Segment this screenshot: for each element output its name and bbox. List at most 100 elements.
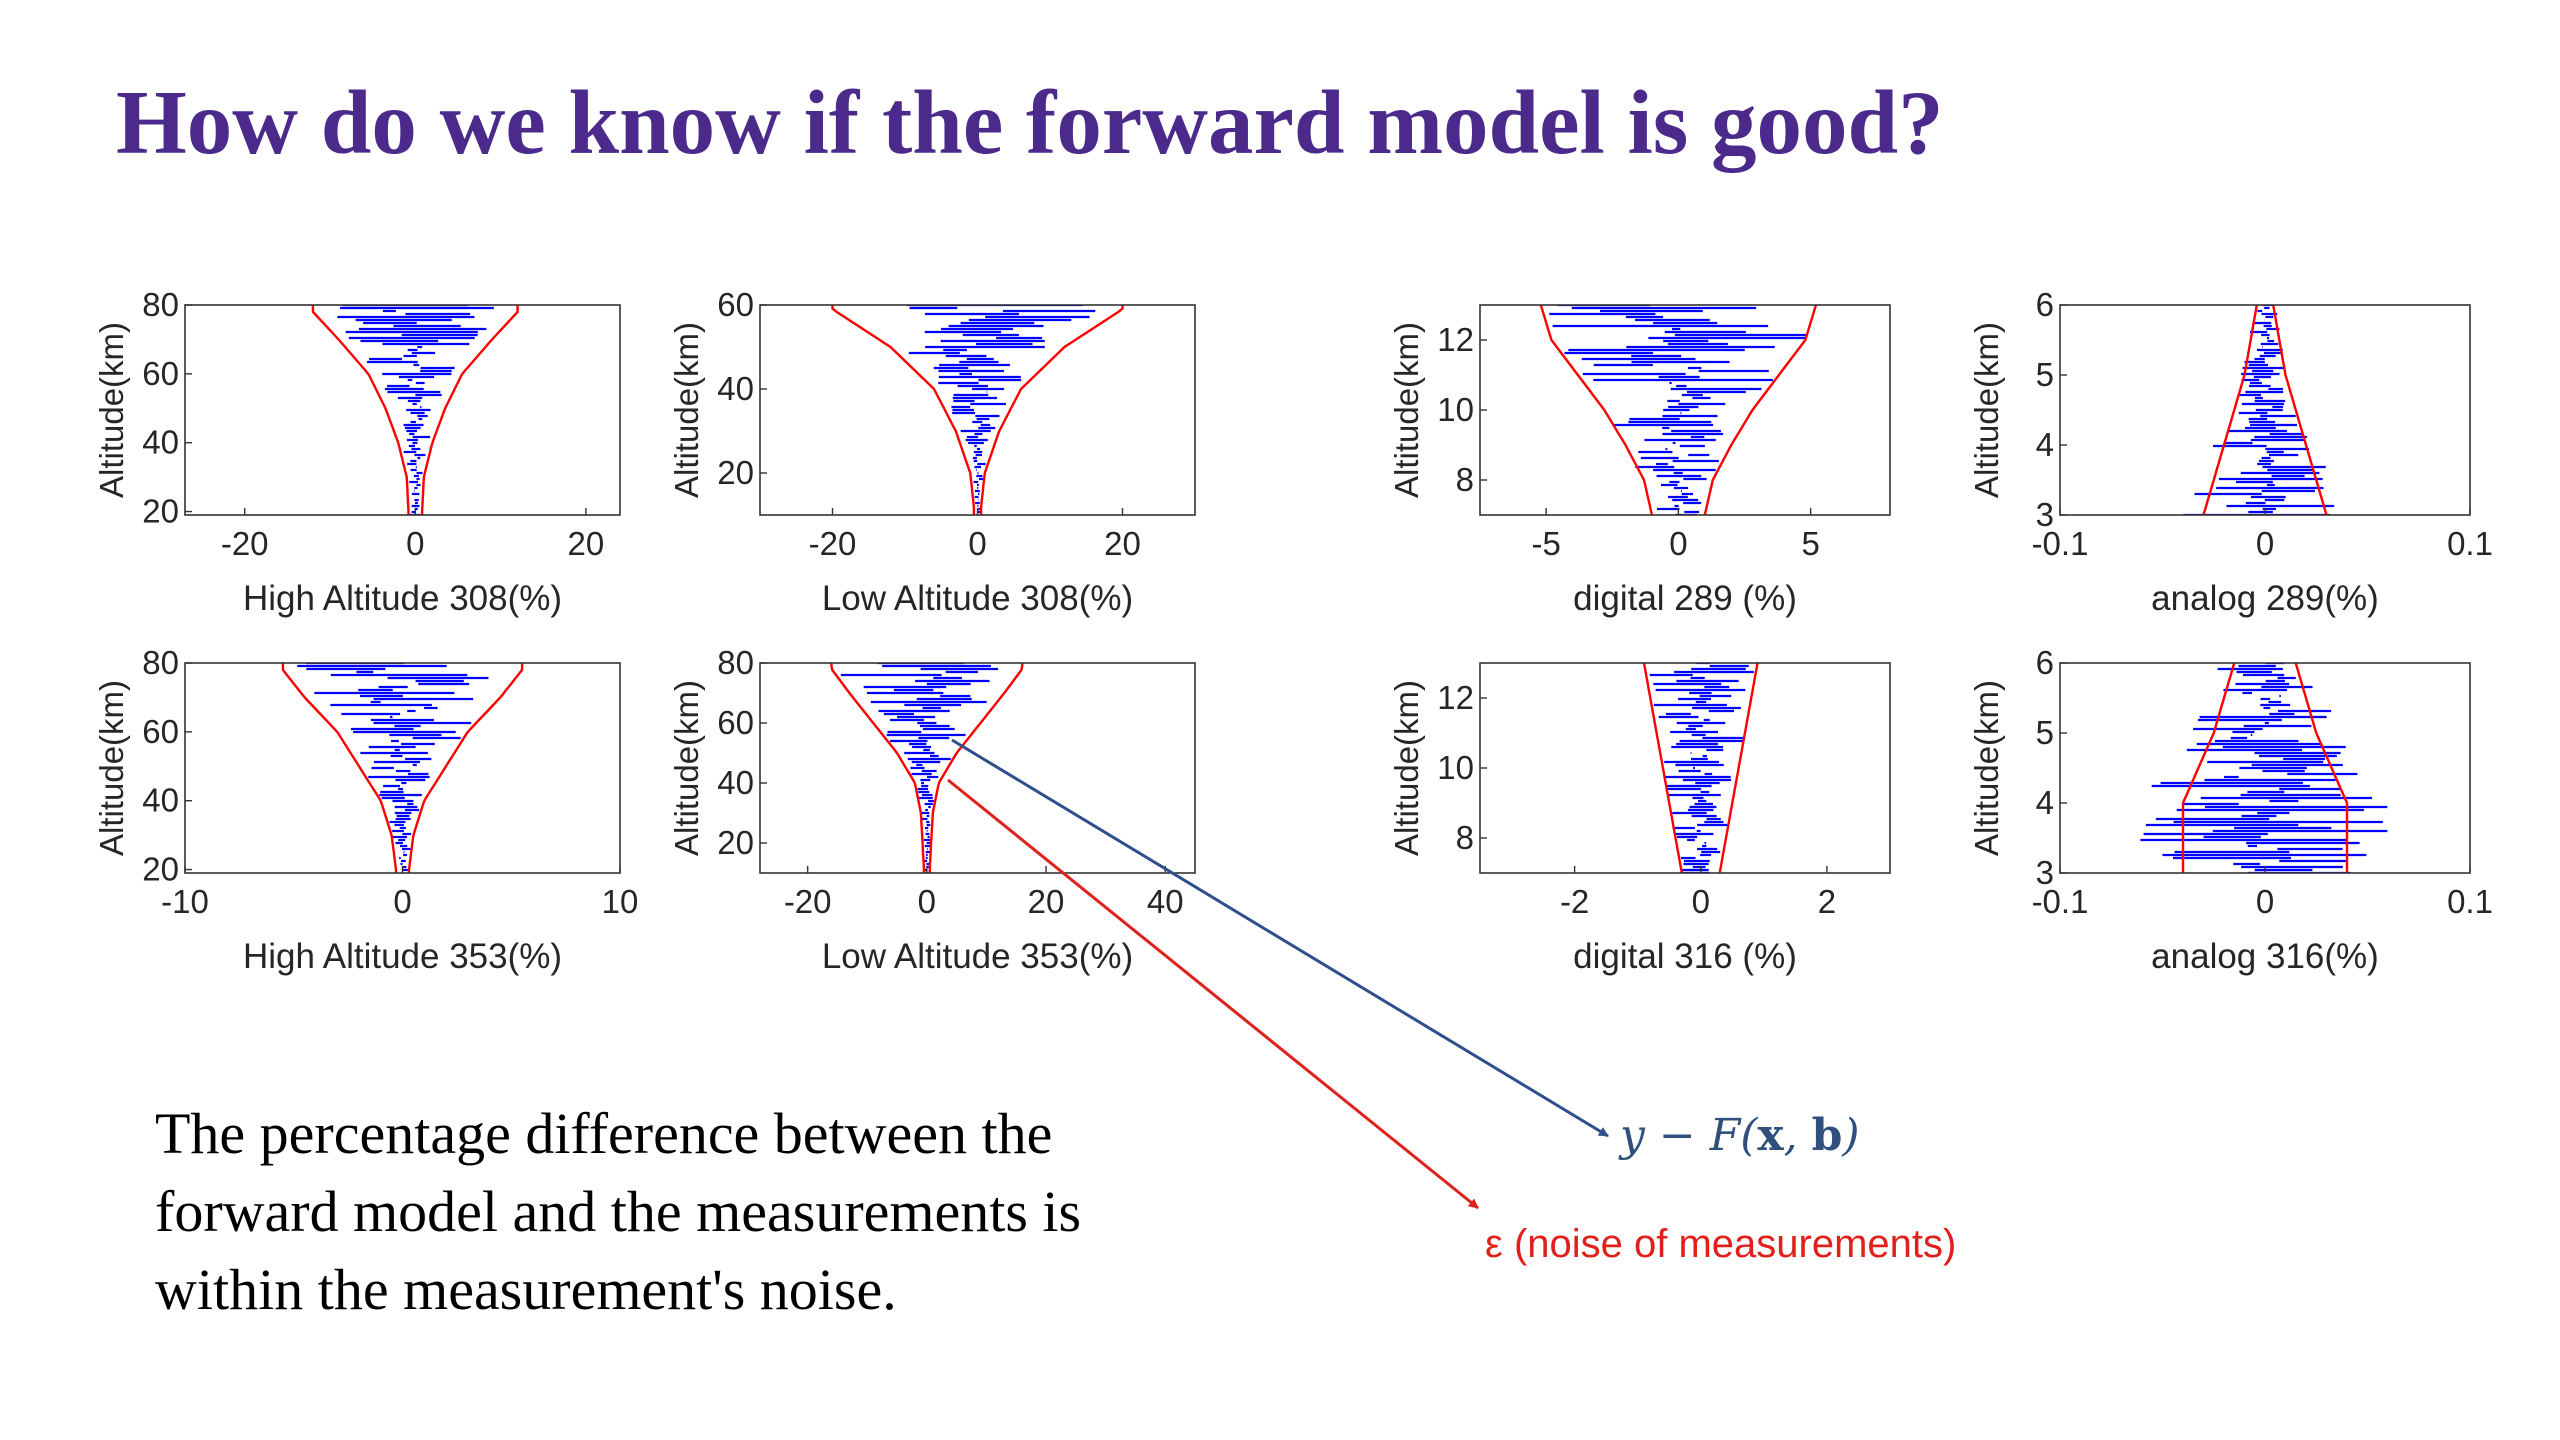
y-tick-label: 12 [1437,321,1474,358]
plot-area [2183,305,2335,515]
x-tick-label: -20 [221,525,269,562]
plot-area [830,663,1024,873]
y-tick-label: 40 [142,782,179,819]
y-tick-label: 10 [1437,391,1474,428]
noise-envelope-minus [831,305,976,515]
x-tick-label: 0 [2256,525,2274,562]
noise-envelope-plus [2272,305,2328,515]
noise-envelope-minus [2181,663,2236,873]
y-tick-label: 6 [2036,644,2054,681]
plot-frame [184,304,621,516]
noise-envelope-plus [1718,663,1759,873]
x-tick-label: 0 [406,525,424,562]
x-tick-label: -0.1 [2032,525,2089,562]
noise-envelope-plus [420,305,519,515]
y-tick-label: 4 [2036,426,2054,463]
x-tick-label: 0.1 [2447,883,2493,920]
x-tick-label: -20 [784,883,832,920]
y-tick-label: 20 [717,824,754,861]
y-tick-label: 6 [2036,286,2054,323]
y-axis-label: Altitude(km) [1968,322,2005,498]
noise-envelope-minus [830,663,926,873]
chart-panel-2: -20 0 20 20 40 60 Low Altitude 308(%) Altitude(… [668,286,1196,618]
y-axis-label: Altitude(km) [668,322,705,498]
noise-envelope-minus [281,663,398,873]
noise-envelope-plus [407,663,524,873]
y-axis-label: Altitude(km) [1388,322,1425,498]
x-tick-label: 0.1 [2447,525,2493,562]
x-tick-label: 0 [393,883,411,920]
x-tick-label: 2 [1818,883,1836,920]
noise-label: ε (noise of measurements) [1485,1222,1957,1266]
x-tick-label: 20 [1104,525,1141,562]
y-tick-label: 60 [142,713,179,750]
x-axis-label: digital 289 (%) [1573,579,1797,618]
y-tick-label: 80 [717,644,754,681]
noise-envelope-minus [2202,305,2258,515]
x-tick-label: 20 [1028,883,1065,920]
y-tick-label: 40 [717,764,754,801]
plot-frame [1479,662,1891,874]
y-tick-label: 20 [142,493,179,530]
x-tick-label: -5 [1531,525,1560,562]
chart-panel-8: -0.1 0 0.1 3 4 5 6 analog 316(%) Altitude(km) [1968,644,2493,976]
y-tick-label: 60 [717,704,754,741]
plot-frame [759,304,1196,516]
chart-panel-3: -5 0 5 8 10 12 digital 289 (%) Altitude(km) [1388,304,1891,618]
y-tick-label: 3 [2036,854,2054,891]
x-axis-label: High Altitude 353(%) [243,937,562,976]
x-tick-label: 0 [2256,883,2274,920]
y-tick-label: 40 [142,424,179,461]
y-tick-label: 10 [1437,749,1474,786]
x-tick-label: -0.1 [2032,883,2089,920]
y-tick-label: 5 [2036,714,2054,751]
chart-panel-1: -20 0 20 20 40 60 80 High Altitude 308(%) Altitu… [93,286,621,618]
plot-frame [759,662,1196,874]
formula-label: y − F(x, b) [1620,1110,1860,1161]
y-tick-label: 80 [142,286,179,323]
noise-envelope-minus [311,305,410,515]
x-tick-label: 0 [968,525,986,562]
x-tick-label: 0 [918,883,936,920]
y-tick-label: 12 [1437,679,1474,716]
y-tick-label: 20 [717,454,754,491]
chart-panel-5: -10 0 10 20 40 60 80 High Altitude 353(%) Altitu… [93,644,638,976]
chart-panel-6: -20 0 20 40 20 40 60 80 Low Altitude 353(%) Altit… [668,644,1196,976]
x-tick-label: 0 [1669,525,1687,562]
plot-area [311,305,519,515]
x-axis-label: Low Altitude 308(%) [822,579,1133,618]
y-axis-label: Altitude(km) [93,322,130,498]
plot-area [2140,663,2388,873]
x-axis-label: High Altitude 308(%) [243,579,562,618]
noise-envelope-minus [1642,663,1683,873]
noise-envelope-plus [2294,663,2349,873]
arrow-noise [947,778,1479,1210]
x-axis-label: digital 316 (%) [1573,937,1797,976]
y-axis-label: Altitude(km) [668,680,705,856]
plot-area [831,305,1124,515]
y-tick-label: 8 [1456,819,1474,856]
chart-panel-7: -2 0 2 8 10 12 digital 316 (%) Altitude(km) [1388,662,1891,976]
arrow-formula [951,738,1609,1138]
y-tick-label: 5 [2036,356,2054,393]
y-axis-label: Altitude(km) [93,680,130,856]
x-axis-label: analog 289(%) [2151,579,2379,618]
x-axis-label: analog 316(%) [2151,937,2379,976]
y-axis-label: Altitude(km) [1968,680,2005,856]
plot-area [1642,663,1759,873]
x-tick-label: 10 [602,883,639,920]
y-tick-label: 20 [142,851,179,888]
noise-envelope-plus [928,663,1024,873]
x-tick-label: -2 [1560,883,1589,920]
x-tick-label: -20 [809,525,857,562]
plot-frame [184,662,621,874]
x-tick-label: -10 [161,883,209,920]
y-tick-label: 60 [142,355,179,392]
y-tick-label: 3 [2036,496,2054,533]
noise-envelope-plus [1703,305,1818,515]
chart-panel-4: -0.1 0 0.1 3 4 5 6 analog 289(%) Altitude(km) [1968,286,2493,618]
x-tick-label: 20 [568,525,605,562]
body-text: The percentage difference between the fo… [155,1101,1082,1322]
